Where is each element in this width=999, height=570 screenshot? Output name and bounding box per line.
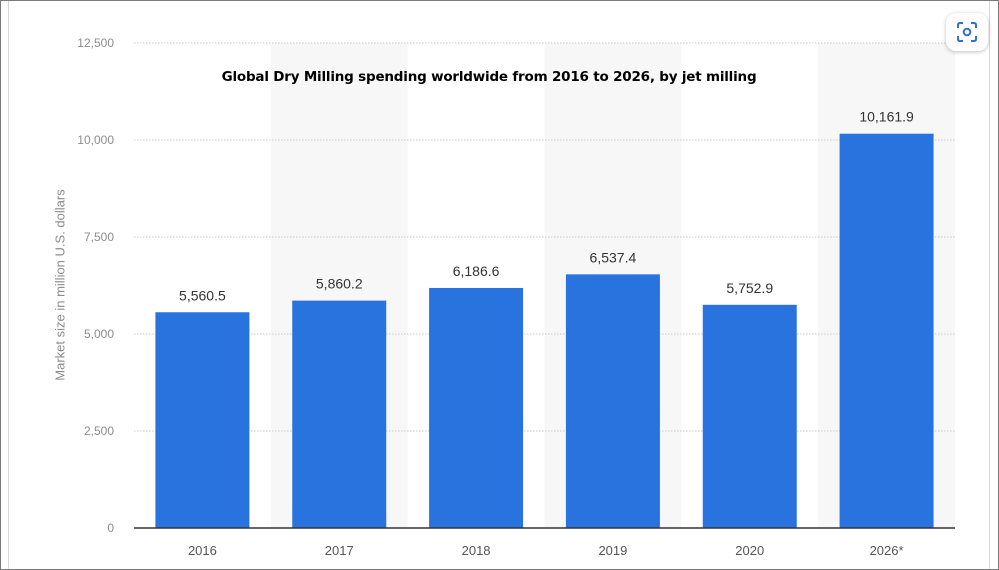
focus-scan-icon [957,22,977,42]
x-tick-label: 2018 [462,543,491,558]
chart-title: Global Dry Milling spending worldwide fr… [221,69,757,85]
zoom-button[interactable] [946,13,988,51]
y-tick-label: 7,500 [84,230,114,244]
y-tick-label: 0 [107,521,114,535]
x-tick-label: 2019 [598,543,627,558]
bar [292,300,387,528]
y-axis-label: Market size in million U.S. dollars [52,189,68,381]
x-tick-label: 2016 [188,543,217,558]
bars [155,133,934,529]
value-label: 5,560.5 [179,287,226,303]
bar [839,133,934,529]
value-labels: 5,560.5 5,860.2 6,186.6 6,537.4 5,752.9 10,16… [179,109,914,304]
chart-panel [8,1,990,569]
y-tick-label: 2,500 [84,424,114,438]
value-label: 6,186.6 [453,263,500,279]
y-tick-label: 12,500 [77,36,114,50]
bar [429,287,524,528]
bar [565,274,660,528]
value-label: 5,860.2 [316,276,363,292]
x-tick-label: 2026* [870,543,904,558]
bar [155,312,250,528]
x-tick-label: 2017 [325,543,354,558]
value-label: 10,161.9 [859,109,914,125]
bar [702,304,797,528]
y-tick-label: 5,000 [84,327,114,341]
y-tick-label: 10,000 [77,133,114,147]
gridlines [134,42,955,432]
value-label: 6,537.4 [590,249,637,265]
y-tick-labels: 0 2,500 5,000 7,500 10,000 12,500 [77,36,114,535]
x-tick-labels: 2016 2017 2018 2019 2020 2026* [188,543,904,558]
x-tick-label: 2020 [735,543,764,558]
value-label: 5,752.9 [726,280,773,296]
